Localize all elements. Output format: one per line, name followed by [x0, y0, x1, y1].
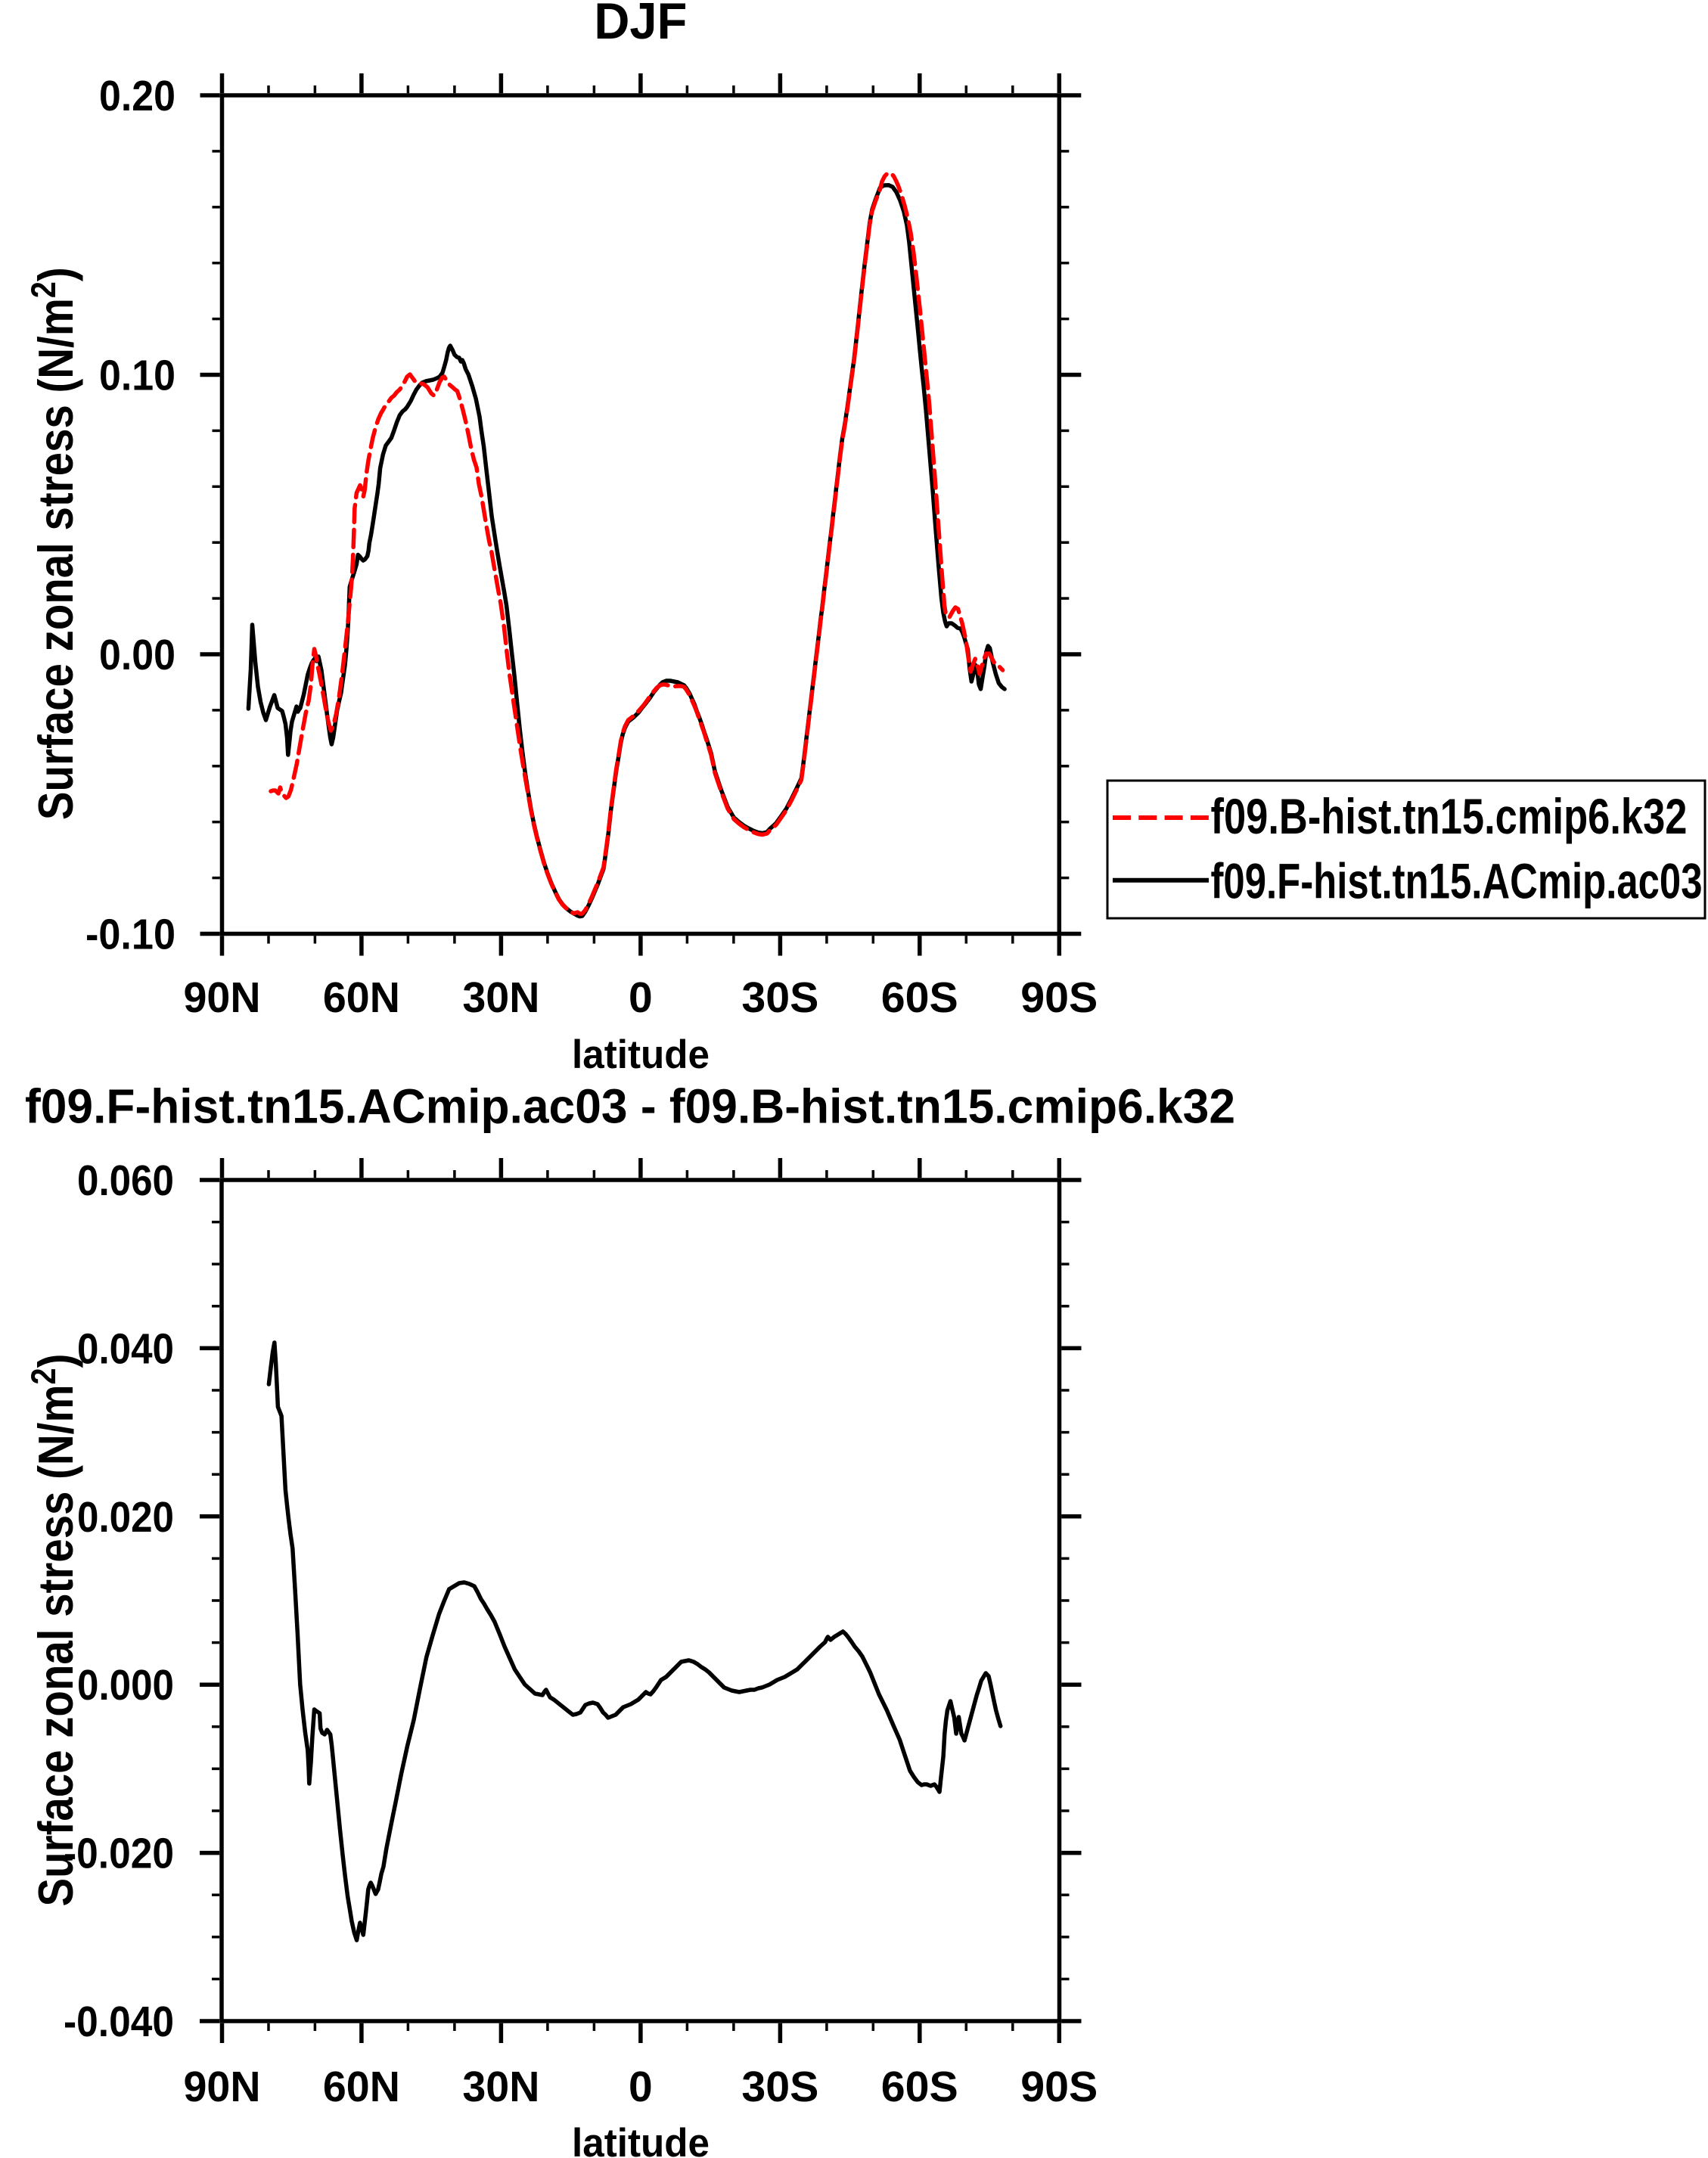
- svg-text:0.060: 0.060: [77, 1157, 174, 1205]
- svg-text:Surface zonal stress (N/m: Surface zonal stress (N/m: [28, 298, 83, 820]
- svg-text:0.020: 0.020: [77, 1493, 174, 1542]
- svg-text:0.20: 0.20: [99, 72, 175, 120]
- svg-text:latitude: latitude: [572, 2121, 710, 2158]
- svg-text:DJF: DJF: [594, 0, 687, 50]
- svg-text:60S: 60S: [881, 2063, 958, 2111]
- svg-text:0: 0: [629, 973, 653, 1022]
- svg-text:): ): [28, 1354, 83, 1368]
- svg-text:0.00: 0.00: [99, 631, 175, 679]
- svg-text:0.000: 0.000: [77, 1661, 174, 1709]
- svg-text:Surface zonal stress (N/m: Surface zonal stress (N/m: [28, 1385, 83, 1907]
- svg-text:f09.F-hist.tn15.ACmip.ac03: f09.F-hist.tn15.ACmip.ac03: [1211, 853, 1703, 909]
- svg-text:90N: 90N: [184, 2063, 261, 2111]
- svg-text:90S: 90S: [1020, 973, 1098, 1022]
- svg-text:30S: 30S: [741, 973, 818, 1022]
- svg-text:2: 2: [24, 281, 63, 298]
- svg-text:30S: 30S: [741, 2063, 818, 2111]
- svg-text:2: 2: [24, 1368, 63, 1385]
- svg-text:60N: 60N: [323, 2063, 400, 2111]
- svg-text:0: 0: [629, 2063, 653, 2111]
- svg-text:90N: 90N: [184, 973, 261, 1022]
- svg-text:0.040: 0.040: [77, 1324, 174, 1373]
- svg-text:-0.10: -0.10: [85, 911, 175, 959]
- svg-text:f09.B-hist.tn15.cmip6.k32: f09.B-hist.tn15.cmip6.k32: [1211, 788, 1688, 844]
- svg-text:60S: 60S: [881, 973, 958, 1022]
- svg-text:): ): [28, 267, 83, 281]
- svg-text:-0.020: -0.020: [64, 1830, 174, 1878]
- svg-text:30N: 30N: [462, 973, 539, 1022]
- svg-text:90S: 90S: [1020, 2063, 1098, 2111]
- svg-text:f09.F-hist.tn15.ACmip.ac03 - f: f09.F-hist.tn15.ACmip.ac03 - f09.B-hist.…: [25, 1079, 1235, 1134]
- svg-text:30N: 30N: [462, 2063, 539, 2111]
- svg-text:0.10: 0.10: [99, 352, 175, 400]
- svg-text:-0.040: -0.040: [64, 1998, 174, 2046]
- svg-text:latitude: latitude: [572, 1032, 710, 1077]
- svg-text:60N: 60N: [323, 973, 400, 1022]
